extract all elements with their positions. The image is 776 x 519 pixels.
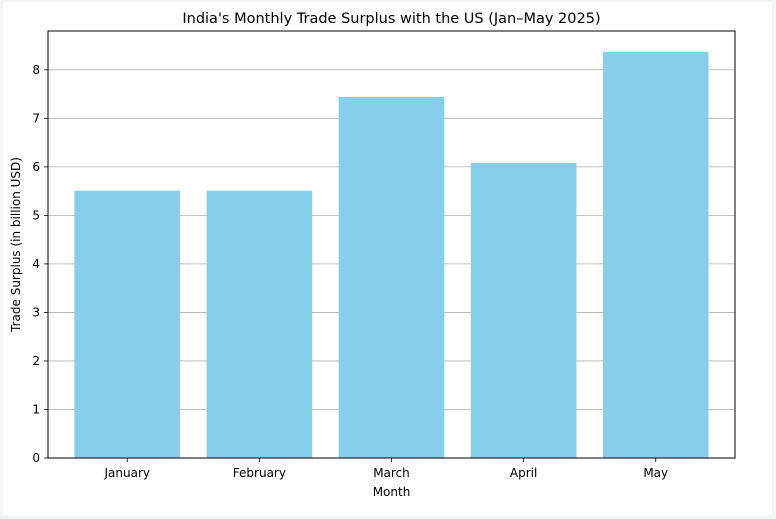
y-tick-label: 8 — [32, 63, 40, 77]
y-tick-label: 1 — [32, 402, 40, 416]
y-tick-label: 6 — [32, 160, 40, 174]
bar-april — [470, 162, 577, 458]
y-tick-label: 4 — [32, 257, 40, 271]
x-axis-label: Month — [373, 485, 411, 499]
x-tick-label-march: March — [373, 466, 410, 480]
x-tick-label-february: February — [233, 466, 286, 480]
y-tick-label: 0 — [32, 451, 40, 465]
y-axis-label: Trade Surplus (in billion USD) — [9, 157, 23, 333]
y-tick-label: 2 — [32, 354, 40, 368]
y-axis-ticks: 0 1 2 3 4 5 6 7 8 — [32, 63, 48, 465]
y-tick-label: 7 — [32, 111, 40, 125]
y-tick-label: 5 — [32, 208, 40, 222]
bar-february — [206, 190, 313, 458]
y-tick-label: 3 — [32, 305, 40, 319]
x-tick-label-january: January — [104, 466, 151, 480]
bar-january — [74, 190, 181, 458]
bar-march — [338, 96, 445, 458]
chart-title: India's Monthly Trade Surplus with the U… — [182, 11, 600, 27]
x-tick-label-april: April — [510, 466, 537, 480]
x-axis-ticks: January February March April May — [104, 458, 668, 480]
bar-chart: 0 1 2 3 4 5 6 7 8 January February March April May I… — [9, 11, 736, 499]
x-tick-label-may: May — [643, 466, 668, 480]
chart-figure: 0 1 2 3 4 5 6 7 8 January February March April May I… — [3, 2, 772, 515]
bars — [74, 51, 709, 458]
bar-may — [602, 51, 709, 458]
